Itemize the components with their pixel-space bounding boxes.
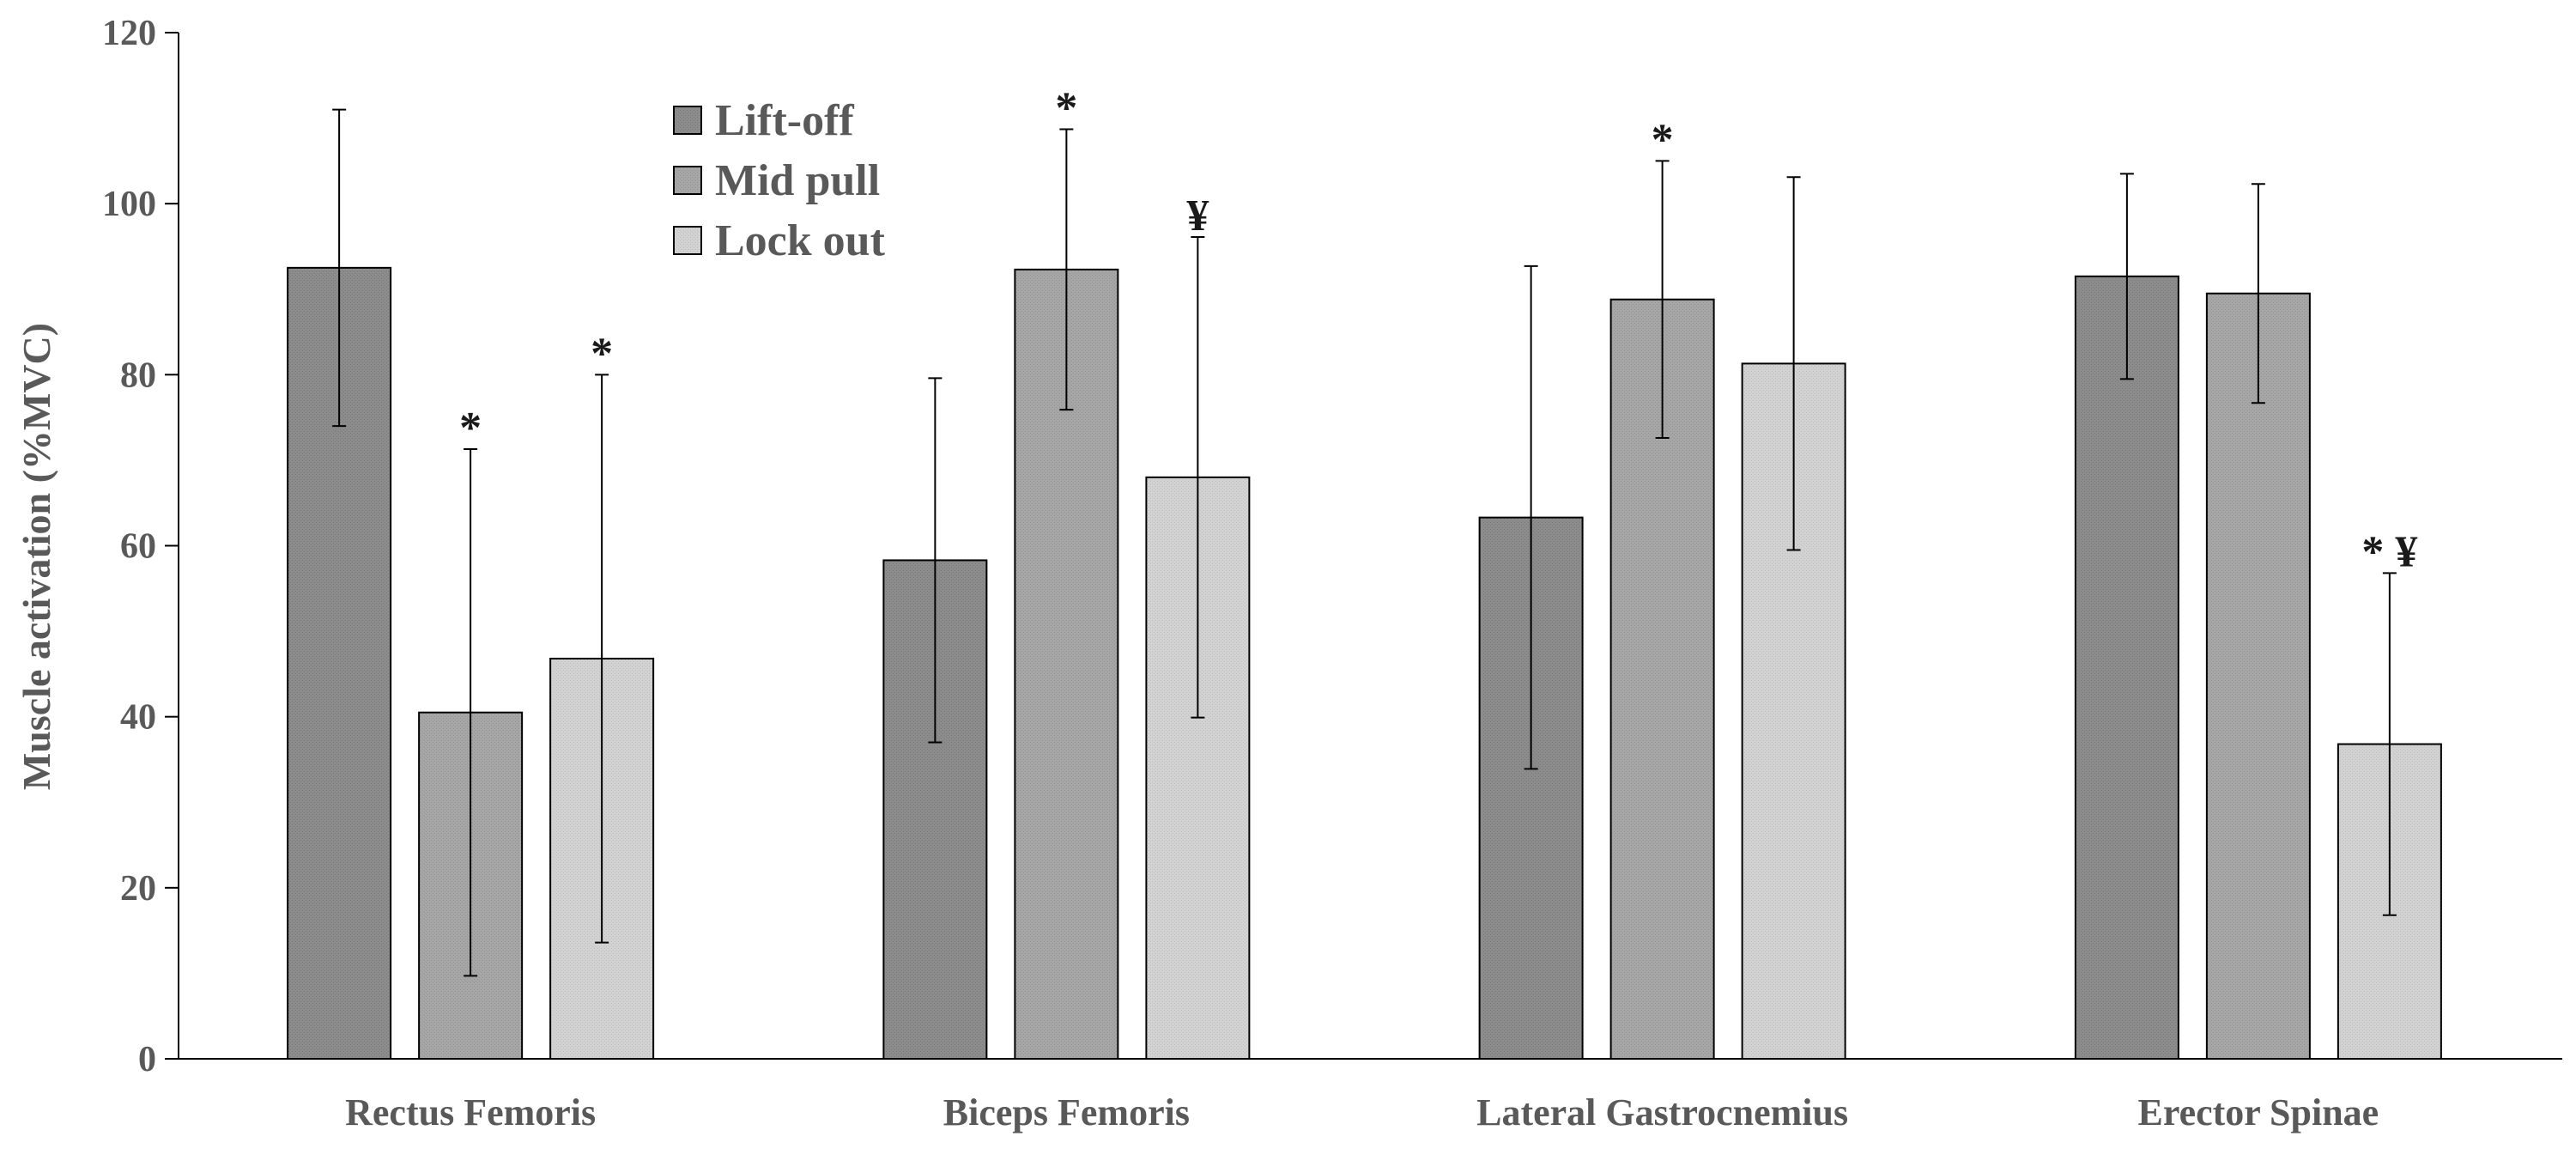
- significance-marker: *: [1652, 115, 1674, 164]
- legend-swatch: [673, 166, 702, 195]
- significance-marker: *: [1055, 84, 1077, 133]
- legend-swatch: [673, 106, 702, 135]
- x-tick-label: Biceps Femoris: [943, 1091, 1190, 1134]
- bars: [287, 266, 2442, 1060]
- y-tick-label: 60: [120, 527, 156, 567]
- y-tick-label: 120: [102, 14, 156, 53]
- y-tick-label: 80: [120, 356, 156, 395]
- legend-label: Lift-off: [715, 96, 854, 145]
- x-tick-label: Rectus Femoris: [345, 1091, 596, 1134]
- y-axis-label: Muscle activation (%MVC): [15, 323, 58, 790]
- y-tick-label: 100: [102, 185, 156, 224]
- x-tick-label: Lateral Gastrocnemius: [1476, 1091, 1848, 1134]
- legend: Lift-off Mid pull Lock out: [673, 96, 886, 265]
- y-tick-label: 0: [138, 1040, 156, 1079]
- legend-swatch: [673, 226, 702, 255]
- error-bars: [332, 108, 2397, 977]
- y-tick-label: 20: [120, 869, 156, 909]
- bar-mid-pull: [2205, 292, 2311, 1060]
- significance-markers: * * * ¥ * * ¥: [459, 84, 2417, 577]
- significance-marker: *: [459, 404, 482, 453]
- significance-marker: *: [591, 329, 613, 378]
- x-tick-label: Erector Spinae: [2138, 1091, 2379, 1134]
- significance-marker: * ¥: [2361, 527, 2417, 576]
- y-tick-label: 40: [120, 698, 156, 738]
- bar-lift-off: [2074, 275, 2179, 1060]
- significance-marker: ¥: [1186, 191, 1209, 240]
- legend-label: Lock out: [715, 216, 886, 265]
- legend-label: Mid pull: [715, 156, 880, 205]
- x-tick-labels: Rectus Femoris Biceps Femoris Lateral Gast…: [345, 1091, 2379, 1134]
